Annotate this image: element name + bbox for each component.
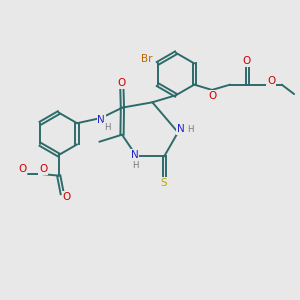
Text: O: O [63,192,71,202]
Text: H: H [132,161,138,170]
Text: O: O [242,56,250,66]
Text: N: N [177,124,185,134]
Text: H: H [187,125,194,134]
Text: S: S [161,178,167,188]
Text: O: O [118,78,126,88]
Text: O: O [18,164,27,174]
Text: O: O [208,91,217,101]
Text: O: O [39,164,47,174]
Text: Br: Br [141,54,152,64]
Text: N: N [98,115,105,125]
Text: N: N [130,150,138,160]
Text: H: H [104,123,110,132]
Text: O: O [267,76,275,86]
